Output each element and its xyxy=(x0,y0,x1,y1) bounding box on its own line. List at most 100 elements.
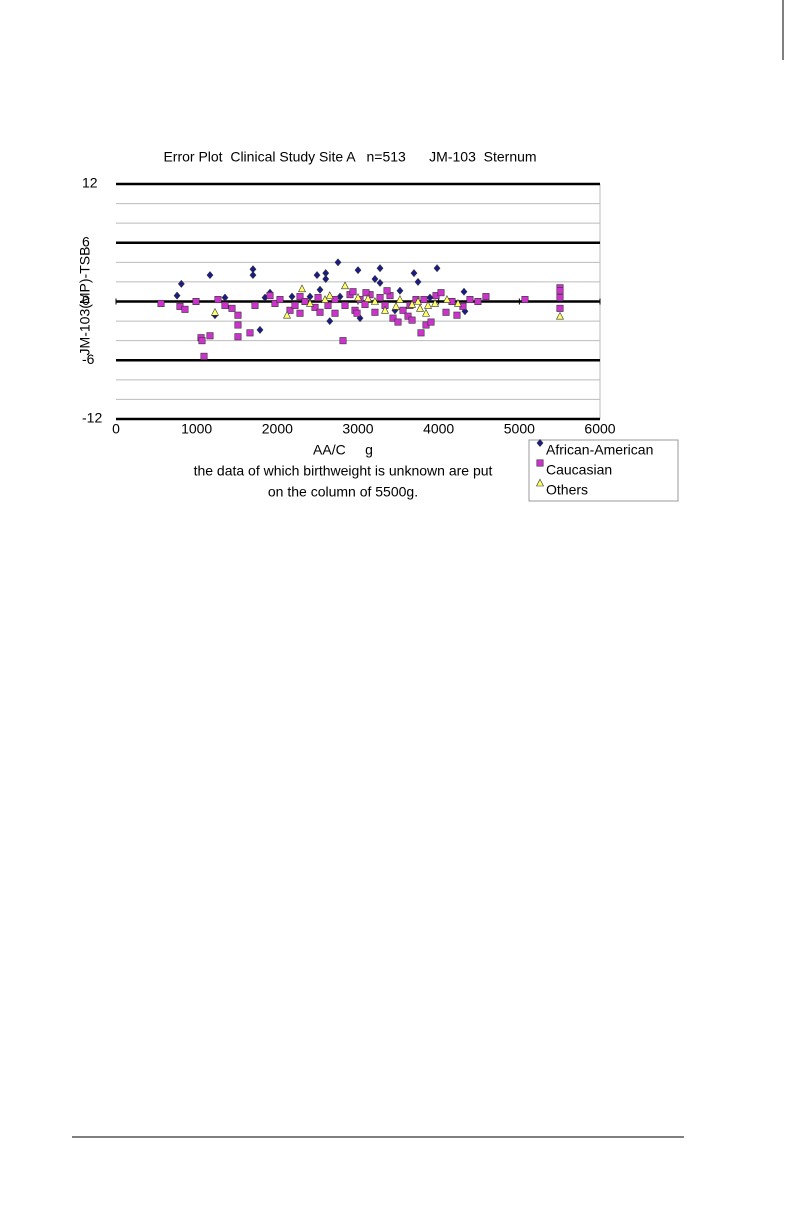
point xyxy=(399,306,407,314)
point xyxy=(313,271,321,280)
point xyxy=(331,309,339,317)
y-axis-label: JM-103(MP)-TSB xyxy=(77,247,93,356)
point xyxy=(234,333,242,341)
marks xyxy=(157,258,564,360)
point xyxy=(311,303,319,311)
point xyxy=(453,299,462,307)
legend-label: Caucasian xyxy=(546,462,612,478)
point xyxy=(376,264,384,273)
point xyxy=(321,295,329,303)
point xyxy=(556,287,564,295)
annotation: the data of which birthweight is unknown… xyxy=(194,463,493,479)
point xyxy=(424,300,433,309)
point xyxy=(246,329,254,337)
point xyxy=(210,307,219,316)
point xyxy=(433,264,441,273)
point xyxy=(362,289,370,297)
point xyxy=(177,279,185,288)
point xyxy=(555,311,564,320)
point xyxy=(361,300,369,308)
point xyxy=(442,295,451,303)
point xyxy=(376,294,384,302)
point xyxy=(221,301,229,309)
legend-box xyxy=(528,439,679,502)
point xyxy=(389,314,397,322)
point xyxy=(336,292,344,301)
point xyxy=(339,337,347,345)
legend-label: African-American xyxy=(546,442,653,458)
point xyxy=(466,296,474,304)
point xyxy=(395,295,404,303)
x-tick-label: 3000 xyxy=(342,421,373,437)
point xyxy=(354,293,362,301)
point xyxy=(206,271,214,280)
point xyxy=(370,297,379,305)
point xyxy=(556,294,564,302)
point xyxy=(198,337,206,345)
point xyxy=(249,271,257,280)
point xyxy=(371,275,379,283)
point xyxy=(408,316,416,324)
point xyxy=(536,459,544,467)
point xyxy=(427,318,435,326)
point xyxy=(383,287,391,295)
grid: -12 -6 0 6 12 0 1000 2000 3000 4000 5000 6000 xyxy=(82,175,616,437)
legend: African-American Caucasian Others xyxy=(536,439,653,498)
point xyxy=(291,301,299,309)
point xyxy=(414,297,423,305)
point xyxy=(296,309,304,317)
point xyxy=(364,294,372,302)
point xyxy=(341,281,350,290)
point xyxy=(426,293,434,302)
point xyxy=(381,305,390,314)
point xyxy=(234,311,242,319)
point xyxy=(536,478,544,487)
point xyxy=(442,308,450,316)
point xyxy=(422,308,430,317)
point xyxy=(349,288,357,296)
point xyxy=(331,296,339,304)
point xyxy=(431,299,440,307)
point xyxy=(256,325,264,334)
point xyxy=(276,296,284,304)
x-tick-label: 1000 xyxy=(181,421,212,437)
chart-title: Error Plot Clinical Study Site A n=513 J… xyxy=(163,149,536,165)
point xyxy=(325,291,334,299)
point xyxy=(376,278,384,287)
point xyxy=(200,352,208,360)
point xyxy=(371,308,379,316)
point xyxy=(334,258,342,267)
point xyxy=(192,297,200,305)
point xyxy=(416,303,425,312)
legend-label: Others xyxy=(546,482,588,498)
point xyxy=(306,299,314,307)
point xyxy=(298,284,307,293)
point xyxy=(157,299,165,307)
point xyxy=(410,269,418,278)
point xyxy=(322,275,330,283)
point xyxy=(417,329,425,337)
point xyxy=(353,309,361,317)
x-tick-label: 4000 xyxy=(423,421,454,437)
x-tick-label: 5000 xyxy=(504,421,535,437)
point xyxy=(394,318,402,326)
point xyxy=(420,296,428,304)
point xyxy=(414,277,422,286)
point xyxy=(536,439,544,447)
point xyxy=(326,317,334,326)
point xyxy=(341,301,349,309)
point xyxy=(404,312,412,320)
x-axis-label: AA/C g xyxy=(313,442,373,458)
point xyxy=(214,296,222,304)
point xyxy=(556,304,564,312)
point xyxy=(206,332,214,340)
point xyxy=(221,293,229,302)
point xyxy=(460,287,468,296)
point xyxy=(437,289,445,297)
point xyxy=(354,266,362,275)
point xyxy=(453,311,461,319)
point xyxy=(173,291,181,300)
point xyxy=(286,306,294,314)
